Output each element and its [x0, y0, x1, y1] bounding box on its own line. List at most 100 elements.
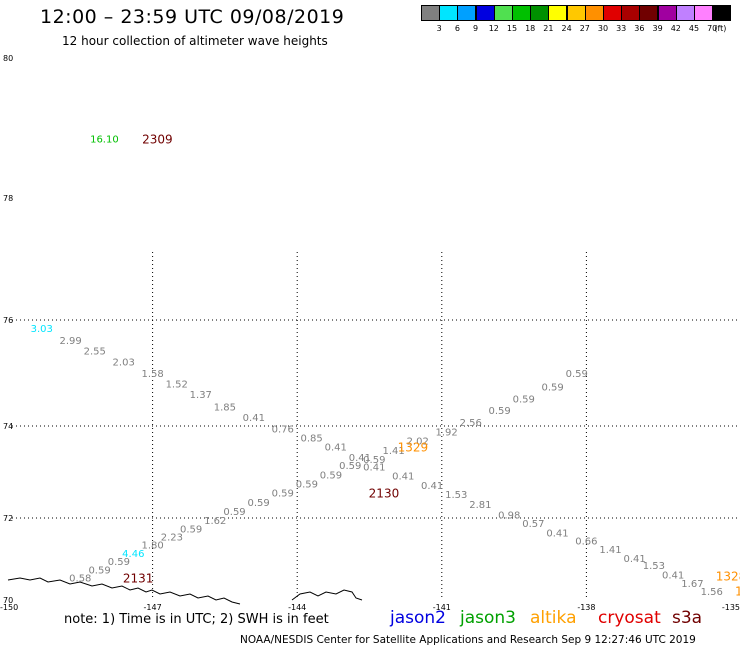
alaska-coastline-east	[291, 589, 363, 601]
graticule: 80 78 76 74 72 70-150 -147 -144 -141 -138 -135	[0, 54, 740, 612]
satellite-name: altika	[530, 608, 577, 628]
legend-label: 39	[652, 24, 663, 33]
wave-height-value: 0.59	[223, 507, 245, 518]
page-title: 12:00 – 23:59 UTC 09/08/2019	[40, 6, 345, 28]
coastline	[7, 577, 363, 605]
pass-time-label: 1329	[398, 441, 429, 455]
wave-height-value: 0.41	[546, 528, 568, 539]
satellite-name: jason2	[390, 608, 446, 628]
wave-height-value: 0.59	[339, 461, 361, 472]
wave-height-value: 0.41	[392, 472, 414, 483]
color-legend: 3 6 9 12 15 18 21 24 27 30 33 36 39 42 45 70 (ft)	[421, 5, 732, 37]
pass-time-label: 2130	[369, 487, 400, 501]
legend-label: 70	[707, 24, 718, 33]
satellite-name: jason3	[460, 608, 516, 628]
legend-label: 3	[436, 24, 442, 33]
legend-label: 18	[525, 24, 536, 33]
wave-height-value: 1.52	[166, 380, 188, 391]
page-subtitle: 12 hour collection of altimeter wave hei…	[62, 34, 328, 48]
longitude-label: -144	[288, 603, 306, 612]
wave-height-value: 0.41	[662, 571, 684, 582]
wave-height-value: 0.59	[489, 406, 511, 417]
longitude-label: -150	[0, 603, 18, 612]
legend-label: 21	[543, 24, 554, 33]
alaska-coastline	[7, 577, 241, 605]
wave-height-value: 0.41	[349, 453, 371, 464]
wave-height-value: 0.59	[513, 394, 535, 405]
legend-label: 42	[670, 24, 681, 33]
pass-time-label: 1328	[716, 569, 740, 583]
wave-height-value: 0.76	[272, 424, 294, 435]
wave-height-value: 2.81	[469, 500, 491, 511]
wave-height-values: 16.10 3.03 2.992.55 2.03 1.581.521.371.85 0.4…	[31, 135, 723, 598]
wave-height-value: 0.59	[363, 455, 385, 466]
wave-height-value: 0.98	[498, 510, 520, 521]
wave-height-value: 1.37	[190, 390, 212, 401]
legend-label: 24	[561, 24, 572, 33]
wave-height-value: 1.53	[643, 561, 665, 572]
wave-height-value: 3.03	[31, 324, 53, 335]
longitude-label: -135	[722, 603, 740, 612]
wave-height-value: 0.41	[623, 554, 645, 565]
wave-height-value: 1.80	[141, 541, 163, 552]
wave-height-value: 0.59	[180, 524, 202, 535]
wave-height-value: 16.10	[90, 135, 119, 146]
legend-unit: (ft)	[714, 24, 727, 33]
pass-time-labels: 2309 1329 2130 2131 1328 1327	[123, 133, 740, 599]
wave-height-value: 2.03	[113, 357, 135, 368]
legend-label: 30	[597, 24, 609, 33]
longitude-label: -138	[577, 603, 595, 612]
wave-height-value: 0.58	[69, 573, 91, 584]
latitude-label: 74	[3, 422, 13, 431]
legend-label: 9	[473, 24, 479, 33]
pass-time-label: 2309	[142, 133, 173, 147]
wave-height-value: 0.59	[248, 498, 270, 509]
legend-label: 12	[488, 24, 499, 33]
wave-height-value: 0.59	[566, 369, 588, 380]
wave-height-value: 1.92	[435, 428, 457, 439]
wave-height-value: 1.41	[599, 545, 621, 556]
latitude-label: 76	[3, 316, 13, 325]
wave-height-value: 2.02	[407, 437, 429, 448]
wave-height-value: 1.85	[214, 402, 236, 413]
legend-label: 15	[506, 24, 518, 33]
legend-label: 6	[454, 24, 460, 33]
wave-height-value: 0.57	[522, 519, 544, 530]
credit-line: NOAA/NESDIS Center for Satellite Applica…	[240, 634, 696, 646]
satellite-name: cryosat	[598, 608, 661, 628]
legend-swatch	[712, 5, 732, 21]
legend-label: 36	[634, 24, 645, 33]
latitude-label: 72	[3, 514, 13, 523]
wave-height-value: 0.85	[301, 434, 323, 445]
wave-height-value: 0.59	[320, 470, 342, 481]
longitude-label: -141	[433, 603, 451, 612]
wave-height-value: 2.23	[161, 532, 183, 543]
footnote: note: 1) Time is in UTC; 2) SWH is in fe…	[64, 612, 329, 627]
latitude-label: 70	[3, 596, 13, 605]
wave-height-value: 2.56	[460, 418, 482, 429]
wave-height-value: 1.62	[204, 516, 226, 527]
legend-label: 45	[688, 24, 700, 33]
wave-height-value: 0.41	[243, 413, 265, 424]
legend-label: 33	[616, 24, 627, 33]
pass-time-label: 1327	[735, 585, 740, 599]
satellite-name: s3a	[672, 608, 703, 628]
wave-height-value: 1.41	[382, 446, 404, 457]
wave-height-value: 0.59	[296, 480, 318, 491]
pass-time-label: 2131	[123, 571, 154, 585]
wave-height-value: 0.59	[108, 557, 130, 568]
wave-height-value: 1.56	[701, 587, 723, 598]
wave-height-value: 0.41	[421, 481, 443, 492]
wave-height-value: 1.58	[141, 369, 163, 380]
wave-height-value: 2.55	[84, 347, 106, 358]
wave-height-value: 0.66	[575, 537, 597, 548]
wave-height-value: 0.41	[363, 462, 385, 473]
longitude-label: -147	[144, 603, 162, 612]
wave-height-value: 2.99	[60, 336, 82, 347]
wave-height-value: 0.59	[272, 489, 294, 500]
latitude-label: 78	[3, 194, 13, 203]
legend-label: 27	[579, 24, 590, 33]
wave-height-value: 1.53	[445, 490, 467, 501]
wave-height-value: 0.41	[325, 443, 347, 454]
wave-height-value: 0.59	[88, 565, 110, 576]
